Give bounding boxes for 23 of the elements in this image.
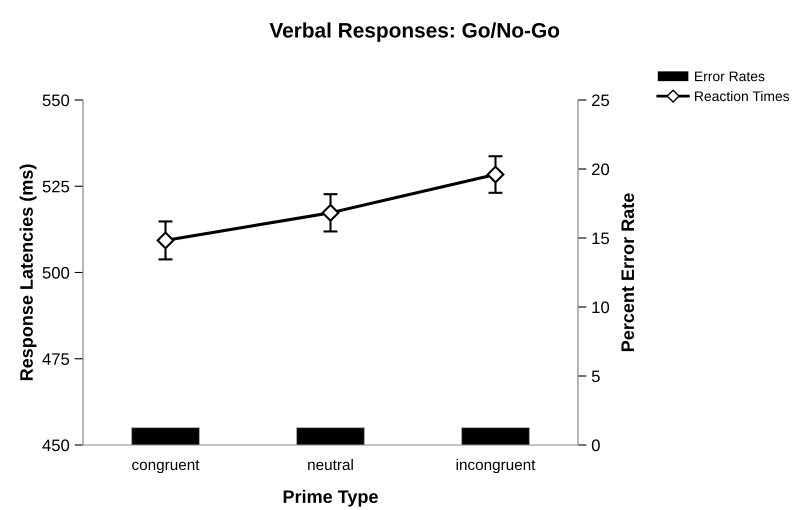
x-tick-label: congruent [132,460,200,474]
point [156,232,174,250]
y2-tick-label: 5 [592,370,600,382]
y2-tick-label: 25 [592,94,610,106]
y2-axis-title: Percent Error Rate [622,193,634,352]
chart-title: Verbal Responses: Go/No-Go [270,22,560,42]
point [486,166,504,184]
x-axis-title: Prime Type [284,490,378,507]
x-tick-label: incongruent [456,458,536,474]
y-tick-label: 525 [42,180,70,192]
y2-tick-label: 0 [592,439,600,452]
y-tick-label: 475 [42,353,70,365]
y2-tick-label: 15 [592,232,610,244]
y-tick-label: 550 [42,94,70,106]
x-tick-label: neutral [308,458,353,470]
legend-label: Reaction Times [695,90,790,102]
y-tick-label: 500 [42,266,70,279]
y-tick-label: 450 [42,439,70,452]
point [322,204,340,222]
y2-tick-label: 10 [592,301,610,314]
y-axis-title: Response Latencies (ms) [20,164,36,380]
y2-tick-label: 20 [592,163,610,176]
legend-label: Error Rates [695,72,764,82]
